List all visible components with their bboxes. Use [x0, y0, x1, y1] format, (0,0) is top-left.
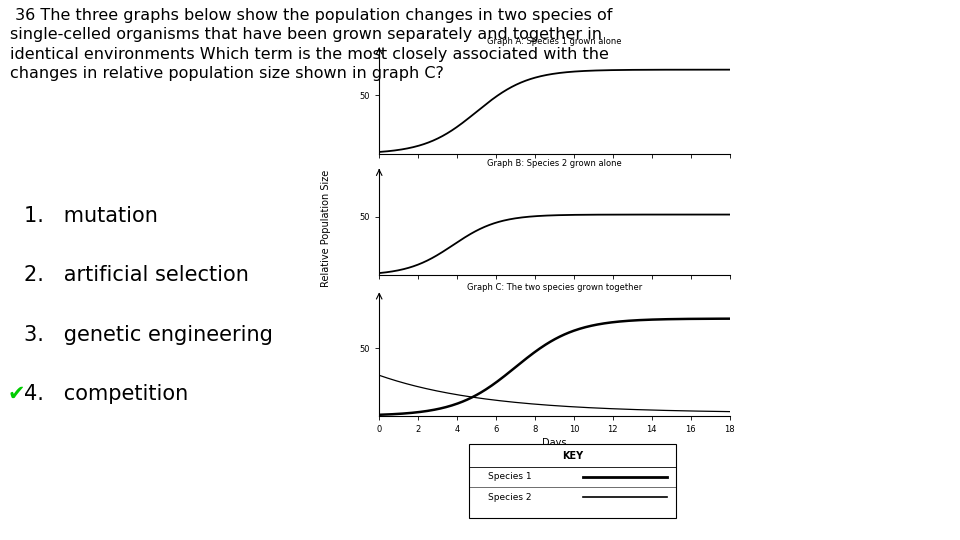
Text: 1.   mutation: 1. mutation	[24, 206, 157, 226]
Text: 36 The three graphs below show the population changes in two species of
single-c: 36 The three graphs below show the popul…	[10, 8, 612, 80]
Text: Species 1: Species 1	[488, 472, 532, 481]
Title: Graph C: The two species grown together: Graph C: The two species grown together	[467, 283, 642, 292]
FancyBboxPatch shape	[468, 443, 676, 518]
Title: Graph A: Species 1 grown alone: Graph A: Species 1 grown alone	[487, 37, 622, 46]
Text: 4.   competition: 4. competition	[24, 384, 188, 404]
Text: 3.   genetic engineering: 3. genetic engineering	[24, 325, 273, 345]
Text: 2.   artificial selection: 2. artificial selection	[24, 265, 249, 286]
X-axis label: Days: Days	[542, 438, 566, 448]
Text: Species 2: Species 2	[488, 492, 532, 502]
Title: Graph B: Species 2 grown alone: Graph B: Species 2 grown alone	[487, 159, 622, 168]
Text: Relative Population Size: Relative Population Size	[322, 170, 331, 287]
Text: ✔: ✔	[8, 384, 25, 404]
Text: KEY: KEY	[562, 451, 583, 461]
